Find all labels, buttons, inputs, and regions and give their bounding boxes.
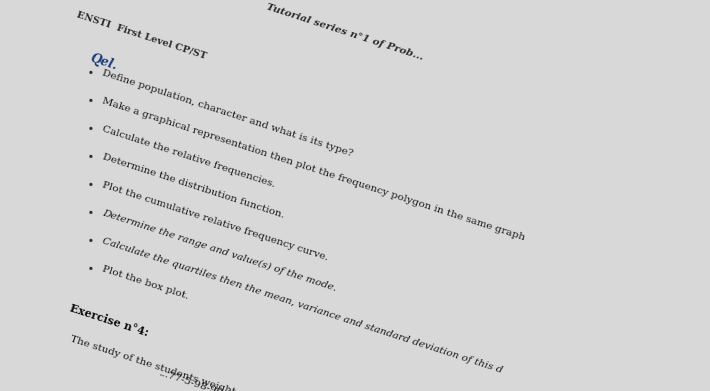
Text: Make a graphical representation then plot the frequency polygon in the same grap: Make a graphical representation then plo…: [102, 96, 526, 242]
Text: ...77-5-98-90-92.5-95-80-85-75-70-63-6: ...77-5-98-90-92.5-95-80-85-75-70-63-6: [157, 368, 354, 391]
Text: Define population, character and what is its type?: Define population, character and what is…: [102, 68, 354, 158]
Text: Exercise n°4:: Exercise n°4:: [69, 302, 150, 338]
Text: •: •: [85, 264, 94, 276]
Text: The study of the students weight  gave the following statistical series:: The study of the students weight gave th…: [69, 334, 423, 391]
Text: •: •: [85, 68, 94, 79]
Text: Plot the cumulative relative frequency curve.: Plot the cumulative relative frequency c…: [102, 180, 329, 262]
Text: Plot the box plot.: Plot the box plot.: [102, 264, 190, 301]
Text: ...5-78-78-75-7: ...5-78-78-75-7: [337, 390, 413, 391]
Text: ENSTI  First Level CP/ST: ENSTI First Level CP/ST: [75, 10, 207, 61]
Text: •: •: [85, 152, 94, 163]
Text: •: •: [85, 96, 94, 108]
Text: Qel.: Qel.: [88, 52, 119, 73]
Text: Calculate the quartiles then the mean, variance and standard deviation of this d: Calculate the quartiles then the mean, v…: [102, 236, 504, 375]
Text: Determine the distribution function.: Determine the distribution function.: [102, 152, 285, 219]
Text: •: •: [85, 236, 94, 248]
Text: •: •: [85, 208, 94, 219]
Text: Calculate the relative frequencies.: Calculate the relative frequencies.: [102, 124, 277, 188]
Text: Tutorial series n°1 of Prob...: Tutorial series n°1 of Prob...: [266, 2, 425, 61]
Text: •: •: [85, 180, 94, 192]
Text: Determine the range and value(s) of the mode.: Determine the range and value(s) of the …: [102, 208, 338, 292]
Text: •: •: [85, 124, 94, 136]
